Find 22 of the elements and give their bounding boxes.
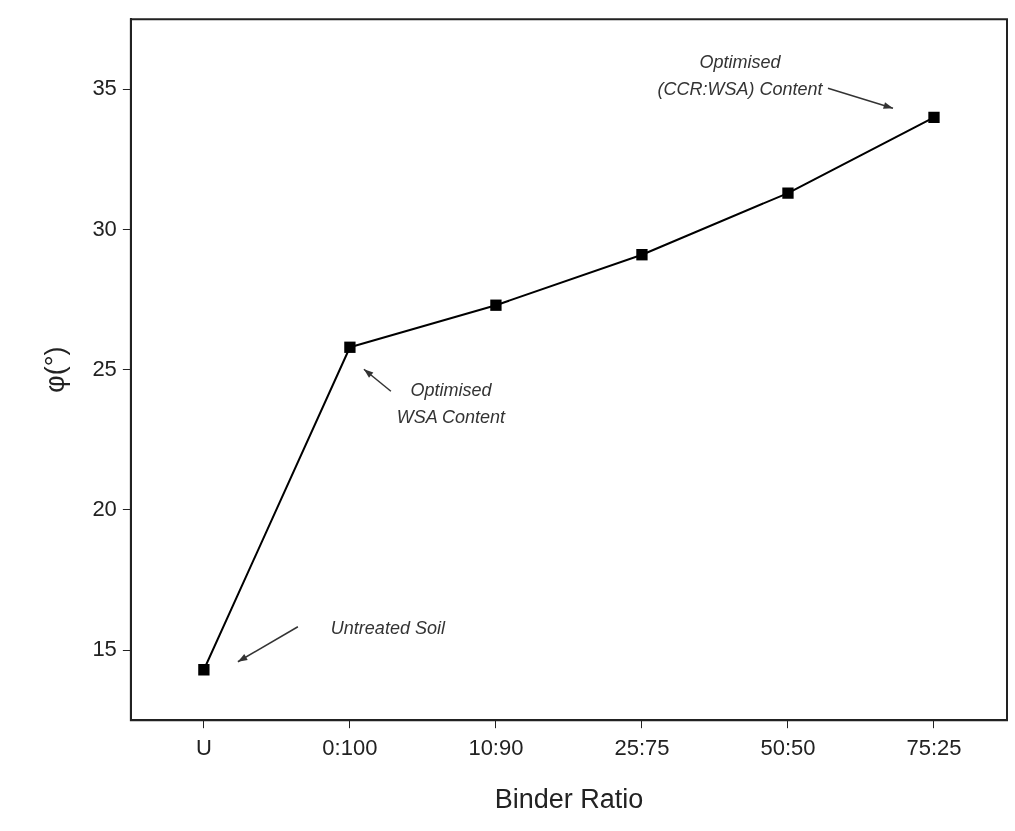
x-tick-label: 50:50 [760, 735, 816, 761]
x-tick-label: 75:25 [906, 735, 962, 761]
annotation: Optimised WSA Content [396, 380, 507, 428]
x-tick-label: U [195, 735, 212, 761]
y-tick-label: 25 [92, 355, 117, 381]
y-tick-label: 35 [92, 75, 117, 101]
point [636, 249, 648, 261]
y-tick-label: 20 [92, 495, 117, 521]
x-tick-label: 25:75 [614, 735, 670, 761]
y-tick-label: 15 [92, 636, 117, 662]
y-axis-title: φ(°) [39, 346, 70, 393]
point [198, 664, 210, 676]
x-tick-label: 0:100 [322, 735, 378, 761]
annotation: Optimised (CCR:WSA) Content [657, 52, 824, 100]
y-tick-label: 30 [92, 215, 117, 241]
point [490, 299, 502, 311]
annotation: Untreated Soil [330, 617, 446, 638]
x-axis-title: Binder Ratio [494, 784, 644, 815]
point [928, 111, 940, 123]
x-tick-label: 10:90 [468, 735, 524, 761]
point [782, 187, 794, 199]
point [344, 341, 356, 353]
